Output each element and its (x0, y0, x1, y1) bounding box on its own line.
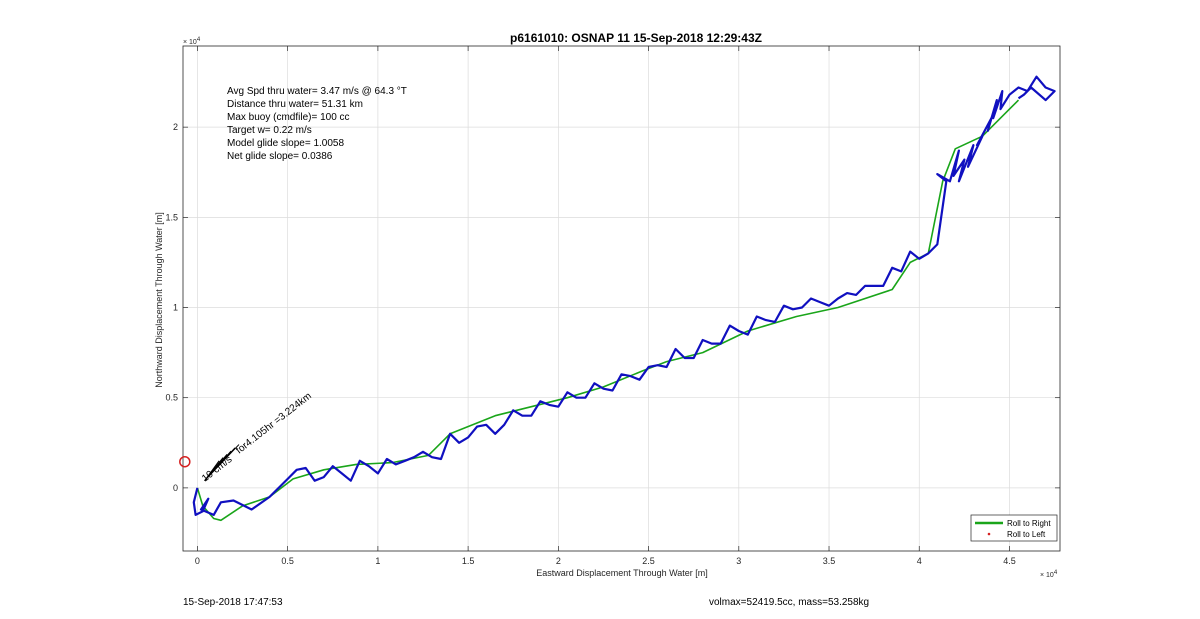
footer-volmax-mass: volmax=52419.5cc, mass=53.258kg (709, 597, 870, 608)
x-axis-label: Eastward Displacement Through Water [m] (536, 568, 708, 578)
x-tick-label: 1 (375, 556, 380, 566)
x-tick-label: 3 (736, 556, 741, 566)
markers-layer (179, 444, 240, 482)
annotation-line-3: Max buoy (cmdfile)= 100 cc (227, 112, 350, 123)
x-tick-label: 0.5 (281, 556, 294, 566)
y-tick-label: 1.5 (165, 212, 178, 222)
x-tick-label: 4.5 (1003, 556, 1016, 566)
series-layer (192, 75, 1056, 522)
y-exponent: × 104 (183, 37, 201, 46)
axes-box (182, 45, 1061, 552)
y-tick-label: 2 (173, 122, 178, 132)
series-line-roll-right (196, 99, 1020, 522)
y-axis-label: Northward Displacement Through Water [m] (154, 212, 164, 388)
annotation-block: Avg Spd thru water= 3.47 m/s @ 64.3 °T D… (227, 86, 407, 162)
legend-label-roll-left: Roll to Left (1007, 530, 1046, 539)
legend-label-roll-right: Roll to Right (1007, 519, 1051, 528)
start-marker (179, 455, 191, 468)
x-exponent: × 104 (1040, 570, 1058, 579)
x-tick-label: 1.5 (462, 556, 475, 566)
grid-lines (183, 46, 1060, 551)
current-vector-line (204, 460, 220, 481)
y-tick-label: 1 (173, 303, 178, 313)
series-line-glider-track (192, 75, 1056, 517)
y-tick-label: 0 (173, 483, 178, 493)
x-tick-label: 3.5 (823, 556, 836, 566)
y-tick-label: 0.5 (165, 393, 178, 403)
chart-title: p6161010: OSNAP 11 15-Sep-2018 12:29:43Z (510, 31, 762, 45)
legend-box (970, 514, 1058, 542)
x-axis-ticks: 0 0.5 1 1.5 2 2.5 3 3.5 4 4.5 (195, 46, 1016, 566)
current-label-left: 10 cm/s (200, 454, 234, 484)
x-tick-label: 0 (195, 556, 200, 566)
x-tick-label: 4 (917, 556, 922, 566)
footer-timestamp: 15-Sep-2018 17:47:53 (183, 597, 283, 608)
annotation-line-4: Target w= 0.22 m/s (227, 125, 312, 136)
legend: Roll to Right Roll to Left (970, 514, 1058, 542)
annotation-line-2: Distance thru water= 51.31 km (227, 99, 363, 110)
annotation-line-5: Model glide slope= 1.0058 (227, 138, 344, 149)
annotation-line-6: Net glide slope= 0.0386 (227, 151, 333, 162)
y-axis-ticks: 0 0.5 1 1.5 2 (165, 122, 1060, 493)
annotation-line-1: Avg Spd thru water= 3.47 m/s @ 64.3 °T (227, 86, 407, 97)
current-label: for4.105hr =3.224km (234, 391, 314, 457)
legend-swatch-roll-left (987, 532, 991, 536)
x-tick-label: 2.5 (642, 556, 655, 566)
x-tick-label: 2 (556, 556, 561, 566)
